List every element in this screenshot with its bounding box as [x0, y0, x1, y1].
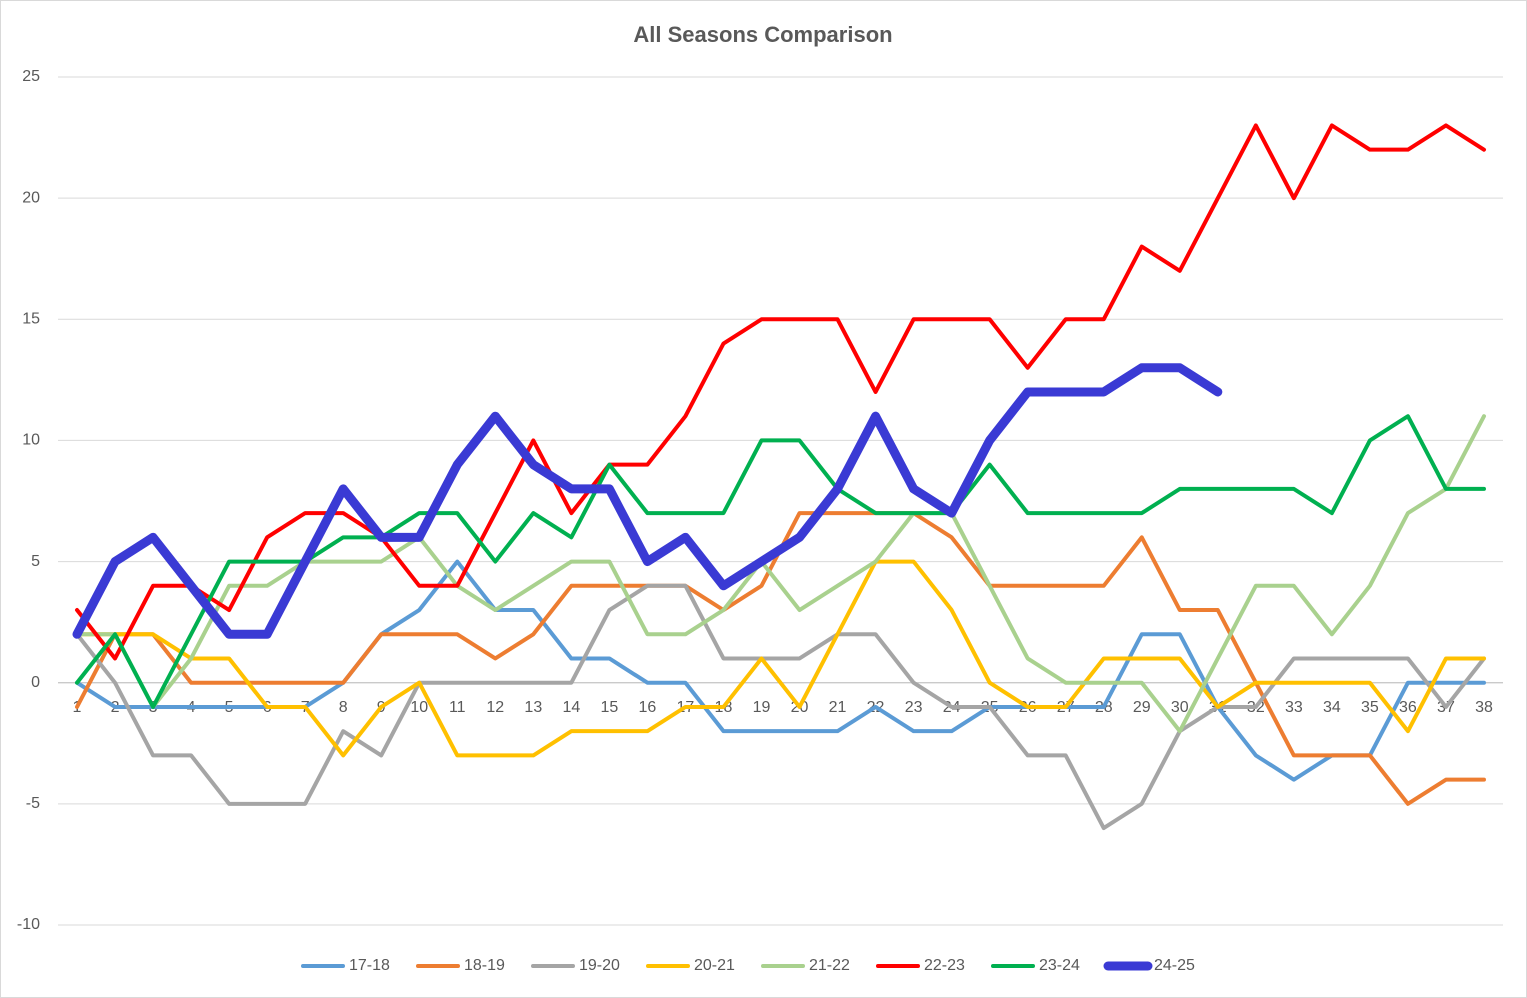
legend-label: 21-22 — [809, 957, 850, 974]
legend-label: 23-24 — [1039, 957, 1080, 974]
y-tick-label: 5 — [31, 553, 40, 570]
y-tick-label: -5 — [26, 795, 40, 812]
x-tick-label: 29 — [1133, 699, 1151, 716]
legend-label: 18-19 — [464, 957, 505, 974]
y-tick-label: 0 — [31, 674, 40, 691]
x-tick-label: 14 — [562, 699, 580, 716]
series-line — [72, 363, 1223, 639]
y-tick-label: 20 — [22, 189, 40, 206]
x-tick-label: 16 — [639, 699, 657, 716]
series-line — [75, 559, 1486, 782]
x-tick-label: 8 — [339, 699, 348, 716]
x-tick-label: 19 — [753, 699, 771, 716]
x-tick-label: 38 — [1475, 699, 1493, 716]
legend-label: 19-20 — [579, 957, 620, 974]
x-tick-label: 11 — [449, 699, 466, 716]
x-tick-label: 34 — [1323, 699, 1341, 716]
legend-label: 22-23 — [924, 957, 965, 974]
x-tick-label: 23 — [905, 699, 923, 716]
series-line — [75, 583, 1486, 831]
x-tick-label: 36 — [1399, 699, 1417, 716]
x-tick-label: 13 — [524, 699, 542, 716]
x-tick-label: 10 — [410, 699, 428, 716]
y-tick-label: 25 — [22, 68, 40, 85]
y-tick-label: 15 — [22, 311, 40, 328]
y-tick-label: -10 — [17, 916, 40, 933]
x-tick-label: 35 — [1361, 699, 1379, 716]
y-tick-label: 10 — [22, 432, 40, 449]
x-tick-label: 15 — [600, 699, 618, 716]
series-line — [75, 414, 1486, 734]
series-line — [75, 559, 1486, 758]
chart-title: All Seasons Comparison — [633, 22, 892, 47]
x-tick-label: 33 — [1285, 699, 1303, 716]
legend-label: 24-25 — [1154, 957, 1195, 974]
x-tick-label: 21 — [829, 699, 847, 716]
x-tick-label: 12 — [486, 699, 504, 716]
legend-label: 17-18 — [349, 957, 390, 974]
legend-label: 20-21 — [694, 957, 735, 974]
x-tick-label: 30 — [1171, 699, 1189, 716]
series-line — [75, 123, 1486, 661]
